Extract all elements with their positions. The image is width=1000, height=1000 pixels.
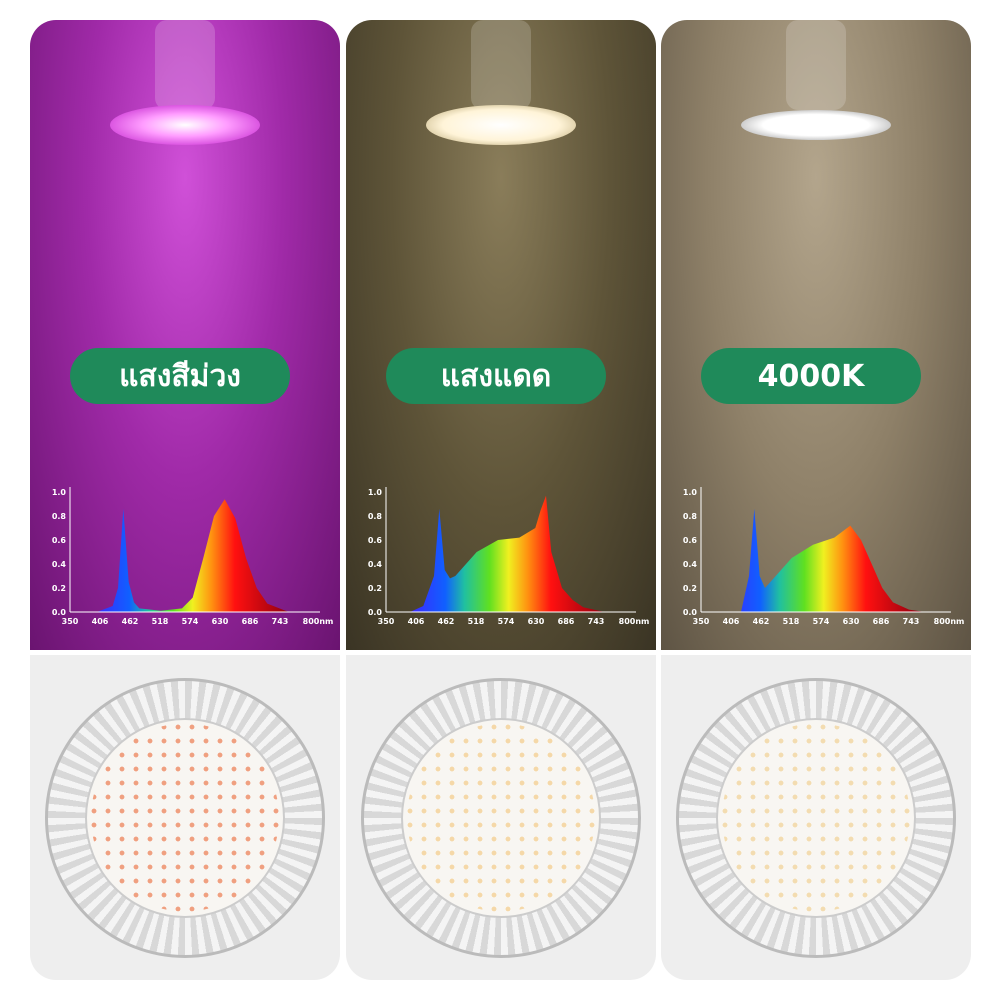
spectrum-chart: 0.0 0.2 0.4 0.6 0.8 1.0 350 406 462 518 574 630 686 7…: [368, 487, 650, 626]
x-tick-label: 406: [408, 617, 425, 626]
spectrum-area: [96, 499, 289, 612]
led-panel: [716, 717, 916, 918]
x-tick-label: 574: [182, 617, 199, 626]
x-tick-label: 800nm: [619, 617, 650, 626]
bulb-icon: [421, 20, 581, 160]
y-tick-label: 0.8: [52, 512, 67, 521]
x-tick-label: 406: [723, 617, 740, 626]
x-tick-label: 686: [873, 617, 890, 626]
y-tick-label: 0.6: [683, 536, 698, 545]
x-tick-label: 350: [62, 617, 79, 626]
y-tick-label: 0.2: [368, 584, 382, 593]
x-tick-label: 574: [813, 617, 830, 626]
y-tick-label: 0.8: [683, 512, 698, 521]
y-tick-label: 0.4: [52, 560, 67, 569]
y-tick-label: 0.0: [52, 608, 67, 617]
x-tick-label: 743: [903, 617, 920, 626]
grow-light-photo-sunlight: แสงแดด 0.0 0.2 0.4 0.6 0.8 1.0 350 406 462 518 574…: [346, 20, 656, 650]
grow-light-photo-purple: แสงสีม่วง 0.0 0.2 0.4 0.6 0.8 1.0 350 406 462 518…: [30, 20, 340, 650]
spectrum-chart: 0.0 0.2 0.4 0.6 0.8 1.0 350 406 462 518 574 630 686 7…: [52, 487, 334, 626]
x-tick-label: 406: [92, 617, 109, 626]
x-tick-label: 462: [122, 617, 139, 626]
y-tick-label: 1.0: [683, 488, 698, 497]
y-tick-label: 0.0: [368, 608, 383, 617]
spectrum-label-badge: แสงสีม่วง: [70, 348, 290, 404]
x-tick-label: 350: [693, 617, 710, 626]
x-tick-label: 574: [498, 617, 515, 626]
x-tick-label: 630: [212, 617, 229, 626]
spectrum-label-badge: 4000K: [701, 348, 921, 404]
x-tick-label: 800nm: [934, 617, 965, 626]
led-board-photo: [30, 655, 340, 980]
y-tick-label: 1.0: [368, 488, 383, 497]
reflector-dish: [676, 677, 956, 958]
x-tick-label: 630: [843, 617, 860, 626]
x-tick-label: 518: [152, 617, 169, 626]
y-tick-label: 0.0: [683, 608, 698, 617]
y-tick-label: 0.8: [368, 512, 383, 521]
x-tick-label: 686: [558, 617, 575, 626]
grow-light-photo-4000K: 4000K 0.0 0.2 0.4 0.6 0.8 1.0 350 406 462 518 574 6…: [661, 20, 971, 650]
spectrum-area: [410, 495, 605, 612]
x-tick-label: 518: [468, 617, 485, 626]
bulb-icon: [736, 20, 896, 160]
y-tick-label: 0.2: [52, 584, 66, 593]
led-panel: [85, 717, 285, 918]
reflector-dish: [45, 677, 325, 958]
spectrum-chart: 0.0 0.2 0.4 0.6 0.8 1.0 350 406 462 518 574 630 686 7…: [683, 487, 965, 626]
x-tick-label: 518: [783, 617, 800, 626]
y-tick-label: 0.4: [683, 560, 698, 569]
y-tick-label: 0.6: [52, 536, 67, 545]
y-tick-label: 1.0: [52, 488, 67, 497]
x-tick-label: 686: [242, 617, 259, 626]
x-tick-label: 630: [528, 617, 545, 626]
x-tick-label: 462: [438, 617, 455, 626]
x-tick-label: 800nm: [303, 617, 334, 626]
reflector-dish: [361, 677, 641, 958]
y-tick-label: 0.6: [368, 536, 383, 545]
led-board-photo: [346, 655, 656, 980]
spectrum-area: [741, 508, 925, 612]
spectrum-label-badge: แสงแดด: [386, 348, 606, 404]
led-panel: [401, 717, 601, 918]
x-tick-label: 743: [272, 617, 289, 626]
y-tick-label: 0.2: [683, 584, 697, 593]
x-tick-label: 462: [753, 617, 770, 626]
bulb-icon: [105, 20, 265, 160]
x-tick-label: 743: [588, 617, 605, 626]
y-tick-label: 0.4: [368, 560, 383, 569]
x-tick-label: 350: [378, 617, 395, 626]
led-board-photo: [661, 655, 971, 980]
